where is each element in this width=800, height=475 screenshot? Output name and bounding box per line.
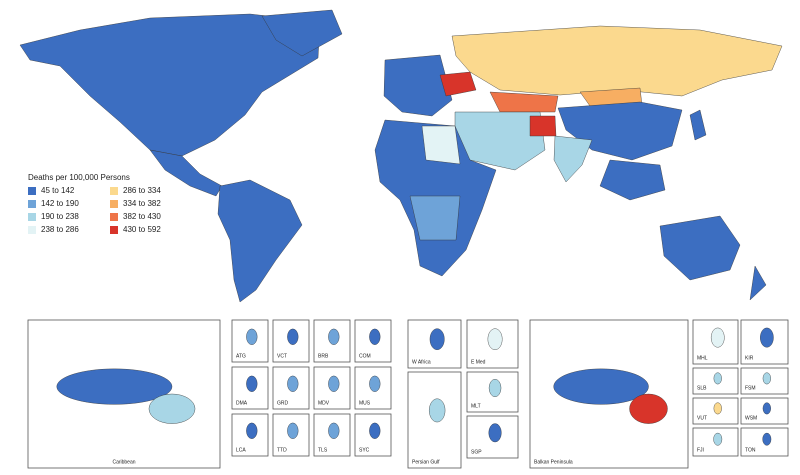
inset-land: [369, 422, 381, 439]
legend-label: 286 to 334: [123, 186, 161, 195]
legend-title: Deaths per 100,000 Persons: [28, 173, 130, 182]
europe: [383, 54, 453, 117]
inset-label: MHL: [697, 355, 708, 361]
legend-swatch: [110, 187, 118, 195]
inset-label: DMA: [236, 400, 248, 406]
inset-land: [713, 372, 722, 385]
inset-label: E Med: [471, 359, 486, 365]
legend-label: 430 to 592: [123, 225, 161, 234]
japan: [689, 109, 707, 141]
inset-label: KIR: [745, 355, 754, 361]
inset-label: MLT: [471, 403, 481, 409]
legend: Deaths per 100,000 Persons 45 to 142 142 …: [28, 173, 161, 234]
inset-label: COM: [359, 353, 371, 359]
inset-land: [369, 375, 381, 392]
inset-land: [762, 432, 772, 446]
inset-label: TLS: [318, 447, 328, 453]
legend-swatch: [110, 200, 118, 208]
inset-land: [429, 328, 445, 350]
inset-land: [328, 422, 340, 439]
australia: [659, 215, 741, 281]
inset-label: TTD: [277, 447, 287, 453]
north-america: [19, 13, 321, 157]
legend-label: 382 to 430: [123, 212, 161, 221]
inset-label: BRB: [318, 353, 329, 359]
legend-label: 238 to 286: [41, 225, 79, 234]
world-map: [19, 9, 783, 303]
central-asia: [489, 91, 559, 113]
inset-land: [246, 375, 258, 392]
inset-label: MUS: [359, 400, 371, 406]
inset-label: LCA: [236, 447, 246, 453]
inset-land: [553, 368, 649, 405]
central-america: [149, 149, 223, 197]
inset-land: [760, 327, 774, 348]
inset-label: ATG: [236, 353, 246, 359]
legend-label: 190 to 238: [41, 212, 79, 221]
inset-land: [762, 372, 771, 385]
south-america: [217, 179, 303, 303]
legend-swatch: [28, 226, 36, 234]
inset-land: [287, 328, 299, 345]
inset-land: [328, 328, 340, 345]
greenland: [261, 9, 343, 57]
inset-land: [428, 398, 446, 423]
inset-land: [246, 328, 258, 345]
legend-swatch: [28, 187, 36, 195]
ukraine: [439, 71, 477, 97]
southeast-asia: [599, 159, 666, 201]
afghanistan: [529, 115, 557, 137]
inset-box: [692, 367, 739, 395]
inset-label: GRD: [277, 400, 289, 406]
inset-label: SYC: [359, 447, 370, 453]
inset-label: Caribbean: [112, 459, 135, 465]
india: [553, 135, 593, 183]
north-africa: [421, 125, 461, 165]
inset-land: [629, 393, 668, 424]
inset-land: [488, 379, 502, 398]
inset-label: Persian Gulf: [412, 459, 440, 465]
inset-label: MDV: [318, 400, 330, 406]
inset-land: [488, 423, 502, 443]
new-zealand: [749, 265, 767, 301]
legend-label: 142 to 190: [41, 199, 79, 208]
legend-swatch: [28, 200, 36, 208]
inset-land: [56, 368, 173, 405]
inset-land: [287, 422, 299, 439]
inset-label: FJI: [697, 447, 704, 453]
inset-land: [487, 328, 503, 350]
russia: [451, 25, 783, 97]
legend-swatch: [110, 226, 118, 234]
inset-land: [246, 422, 258, 439]
inset-label: TON: [745, 447, 756, 453]
inset-land: [713, 402, 722, 415]
inset-land: [287, 375, 299, 392]
inset-label: VUT: [697, 415, 707, 421]
inset-label: VCT: [277, 353, 287, 359]
inset-label: SGP: [471, 449, 482, 455]
inset-land: [328, 375, 340, 392]
inset-label: SLB: [697, 385, 707, 391]
legend-label: 334 to 382: [123, 199, 161, 208]
central-africa: [409, 195, 461, 241]
inset-land: [369, 328, 381, 345]
legend-label: 45 to 142: [41, 186, 75, 195]
inset-box: [692, 427, 739, 457]
inset-label: W Africa: [412, 359, 431, 365]
legend-swatch: [110, 213, 118, 221]
inset-label: Balkan Peninsula: [534, 459, 573, 465]
inset-land: [710, 327, 725, 348]
inset-land: [762, 402, 771, 415]
insets: Caribbean ATG VCT BRB COM DMA GRD MDV MUS LCA TTD T…: [27, 319, 789, 469]
legend-swatch: [28, 213, 36, 221]
inset-land: [713, 432, 723, 446]
inset-land: [148, 393, 196, 424]
inset-label: FSM: [745, 385, 756, 391]
inset-label: WSM: [745, 415, 757, 421]
